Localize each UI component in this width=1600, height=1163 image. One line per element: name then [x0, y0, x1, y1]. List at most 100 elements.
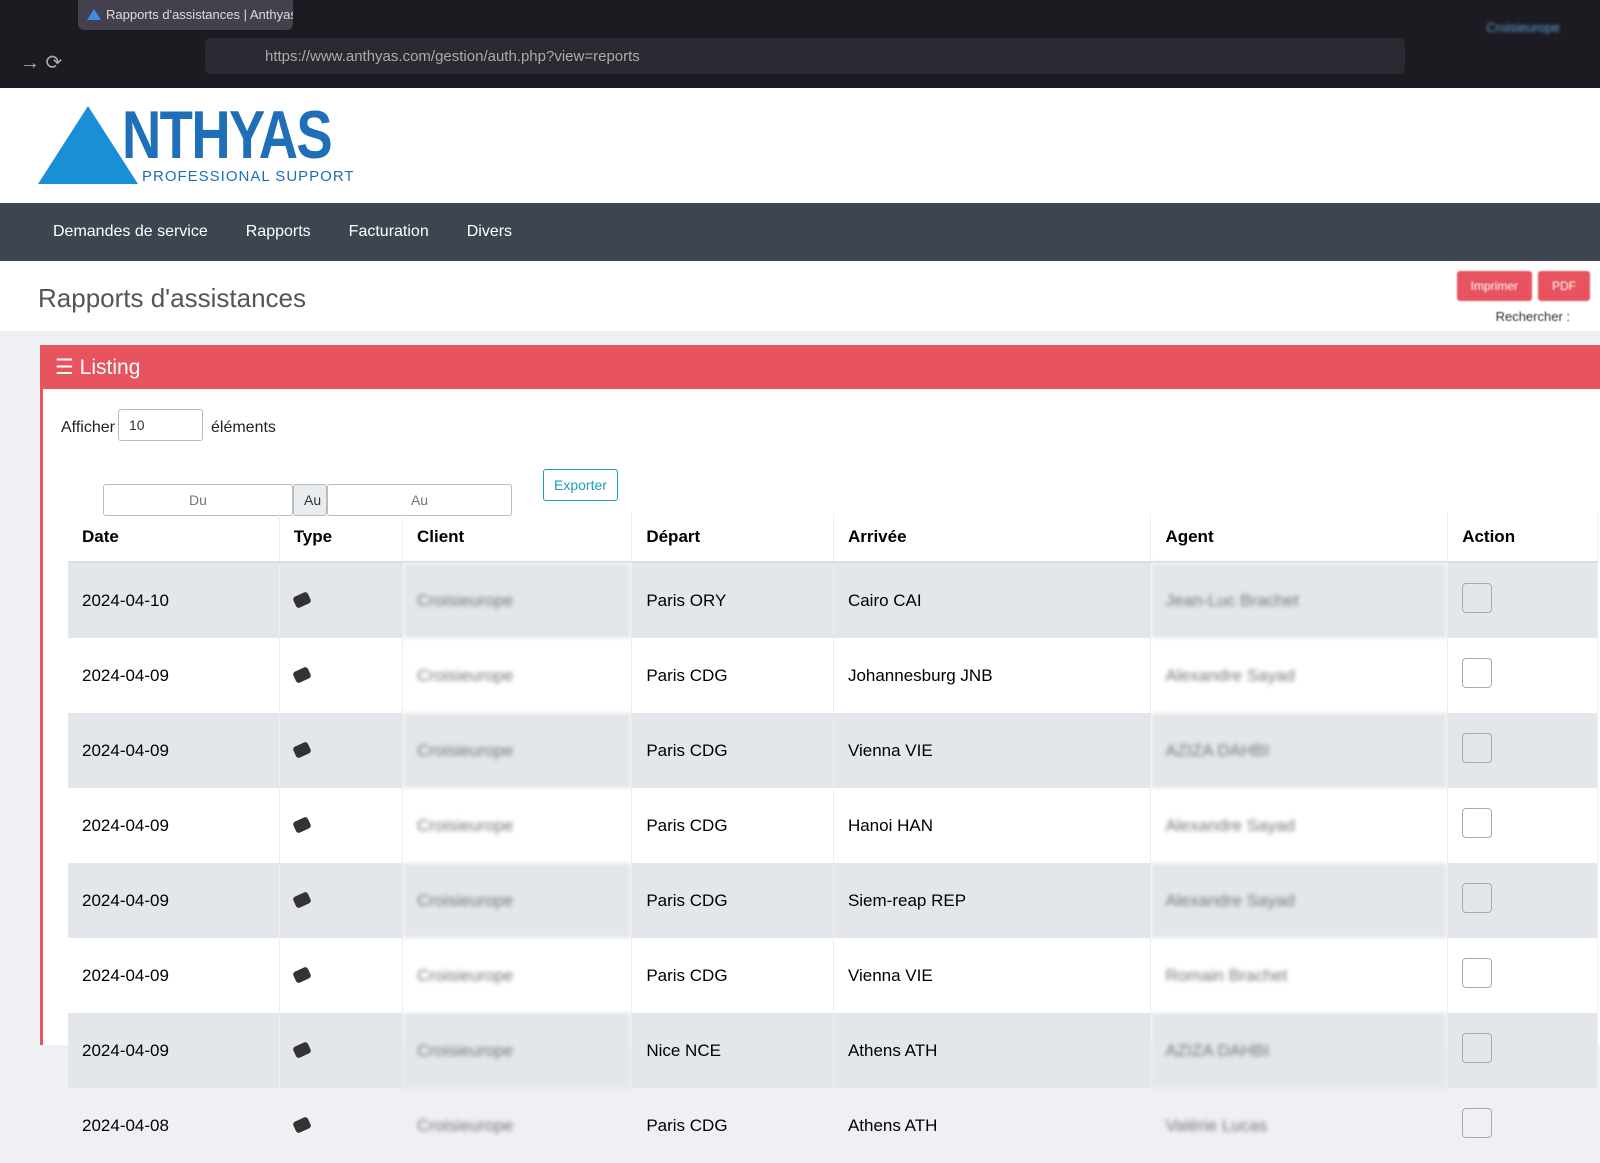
- export-button[interactable]: Exporter: [543, 469, 618, 501]
- type-icon: [291, 965, 312, 984]
- departure-cell: Paris CDG: [631, 713, 834, 788]
- arrival-cell: Athens ATH: [833, 1013, 1152, 1088]
- departure-cell: Nice NCE: [631, 1013, 834, 1088]
- action-button[interactable]: [1462, 583, 1493, 613]
- toolbar-button[interactable]: Imprimer: [1456, 271, 1532, 301]
- column-header[interactable]: Agent: [1150, 513, 1449, 563]
- action-cell: [1447, 938, 1598, 1013]
- action-button[interactable]: [1462, 1033, 1493, 1063]
- departure-cell: Paris CDG: [631, 938, 834, 1013]
- action-cell: [1447, 1013, 1598, 1088]
- arrival-cell: Johannesburg JNB: [833, 638, 1152, 713]
- column-header[interactable]: Date: [68, 513, 280, 563]
- toolbar-button[interactable]: PDF: [1538, 271, 1590, 301]
- date-cell: 2024-04-10: [68, 562, 280, 638]
- departure-cell: Paris ORY: [631, 562, 834, 638]
- table-row: 2024-04-09 Croisieurope Paris CDG Vienna VI…: [68, 713, 1598, 788]
- browser-tab[interactable]: Rapports d'assistances | Anthyas: [78, 0, 293, 30]
- panel-header: ☰ Listing: [43, 345, 1600, 389]
- table-row: 2024-04-09 Croisieurope Paris CDG Vienna VI…: [68, 938, 1598, 1013]
- agent-cell: AZIZA DAHBI: [1150, 713, 1449, 788]
- action-button[interactable]: [1462, 733, 1493, 763]
- client-cell: Croisieurope: [402, 713, 633, 788]
- search-label: Rechercher :: [1495, 309, 1570, 324]
- date-cell: 2024-04-09: [68, 1013, 280, 1088]
- action-button[interactable]: [1462, 808, 1493, 838]
- agent-cell: Valérie Lucas: [1150, 1088, 1449, 1163]
- column-header[interactable]: Arrivée: [833, 513, 1152, 563]
- table-row: 2024-04-09 Croisieurope Paris CDG Johannesb…: [68, 638, 1598, 713]
- type-cell: [279, 713, 404, 788]
- action-cell: [1447, 1088, 1598, 1163]
- action-cell: [1447, 638, 1598, 713]
- address-bar[interactable]: https://www.anthyas.com/gestion/auth.php…: [205, 38, 1405, 74]
- table-row: 2024-04-09 Croisieurope Paris CDG Hanoi HAN…: [68, 788, 1598, 863]
- type-cell: [279, 938, 404, 1013]
- action-cell: [1447, 562, 1598, 638]
- page-title: Rapports d'assistances: [38, 283, 306, 313]
- controls: Afficher 10 éléments Du Au Au Exporter: [43, 389, 1600, 516]
- type-icon: [291, 890, 312, 909]
- client-cell: Croisieurope: [402, 788, 633, 863]
- client-cell: Croisieurope: [402, 938, 633, 1013]
- agent-cell: Alexandre Sayad: [1150, 788, 1449, 863]
- type-icon: [291, 590, 312, 609]
- action-button[interactable]: [1462, 658, 1493, 688]
- menu-item[interactable]: Rapports: [245, 223, 311, 240]
- logo-text: NTHYAS: [122, 97, 333, 173]
- nav-buttons[interactable]: → ⟳: [20, 52, 63, 74]
- type-cell: [279, 638, 404, 713]
- table-body: 2024-04-10 Croisieurope Paris ORY Cairo CAI…: [68, 562, 1598, 1163]
- arrival-cell: Athens ATH: [833, 1088, 1152, 1163]
- date-from[interactable]: Du: [103, 484, 293, 516]
- panel-title: Listing: [79, 356, 141, 379]
- date-cell: 2024-04-09: [68, 638, 280, 713]
- client-cell: Croisieurope: [402, 1088, 633, 1163]
- date-to[interactable]: Au: [327, 484, 512, 516]
- arrival-cell: Vienna VIE: [833, 713, 1152, 788]
- departure-cell: Paris CDG: [631, 788, 834, 863]
- table-row: 2024-04-10 Croisieurope Paris ORY Cairo CAI…: [68, 562, 1598, 638]
- date-cell: 2024-04-09: [68, 788, 280, 863]
- client-cell: Croisieurope: [402, 562, 633, 638]
- departure-cell: Paris CDG: [631, 638, 834, 713]
- date-cell: 2024-04-09: [68, 863, 280, 938]
- type-icon: [291, 815, 312, 834]
- user-name[interactable]: Croisieurope: [1486, 20, 1560, 35]
- arrival-cell: Hanoi HAN: [833, 788, 1152, 863]
- column-header[interactable]: Client: [402, 513, 633, 563]
- listing-panel: ☰ Listing Afficher 10 éléments Du Au Au …: [40, 345, 1600, 1163]
- menu-item[interactable]: Divers: [466, 223, 513, 240]
- arrival-cell: Cairo CAI: [833, 562, 1152, 638]
- logo[interactable]: NTHYAS PROFESSIONAL SUPPORT: [0, 88, 1600, 203]
- client-cell: Croisieurope: [402, 638, 633, 713]
- action-button[interactable]: [1462, 883, 1493, 913]
- client-cell: Croisieurope: [402, 1013, 633, 1088]
- browser-chrome: Rapports d'assistances | Anthyas → ⟳ htt…: [0, 0, 1600, 88]
- menu-item[interactable]: Facturation: [348, 223, 429, 240]
- show-suffix: éléments: [211, 419, 276, 436]
- action-button[interactable]: [1462, 958, 1493, 988]
- column-header[interactable]: Départ: [631, 513, 834, 563]
- column-header[interactable]: Type: [279, 513, 404, 563]
- action-button[interactable]: [1462, 1108, 1493, 1138]
- menu-item[interactable]: Demandes de service: [53, 223, 208, 240]
- date-cell: 2024-04-09: [68, 938, 280, 1013]
- agent-cell: Jean-Luc Brachet: [1150, 562, 1449, 638]
- logo-mark: [38, 106, 138, 184]
- type-cell: [279, 863, 404, 938]
- type-cell: [279, 562, 404, 638]
- departure-cell: Paris CDG: [631, 863, 834, 938]
- table-row: 2024-04-09 Croisieurope Nice NCE Athens ATH…: [68, 1013, 1598, 1088]
- column-header[interactable]: Action: [1447, 513, 1598, 563]
- main-menu: Demandes de service Rapports Facturation Di…: [0, 203, 1600, 261]
- table-row: 2024-04-09 Croisieurope Paris CDG Siem-reap…: [68, 863, 1598, 938]
- type-icon: [291, 665, 312, 684]
- action-cell: [1447, 863, 1598, 938]
- action-cell: [1447, 713, 1598, 788]
- header-row: Date Type Client Départ Arrivée Agent Action: [68, 513, 1598, 563]
- page-size-select[interactable]: 10: [118, 409, 203, 441]
- logo-tagline: PROFESSIONAL SUPPORT: [142, 168, 355, 185]
